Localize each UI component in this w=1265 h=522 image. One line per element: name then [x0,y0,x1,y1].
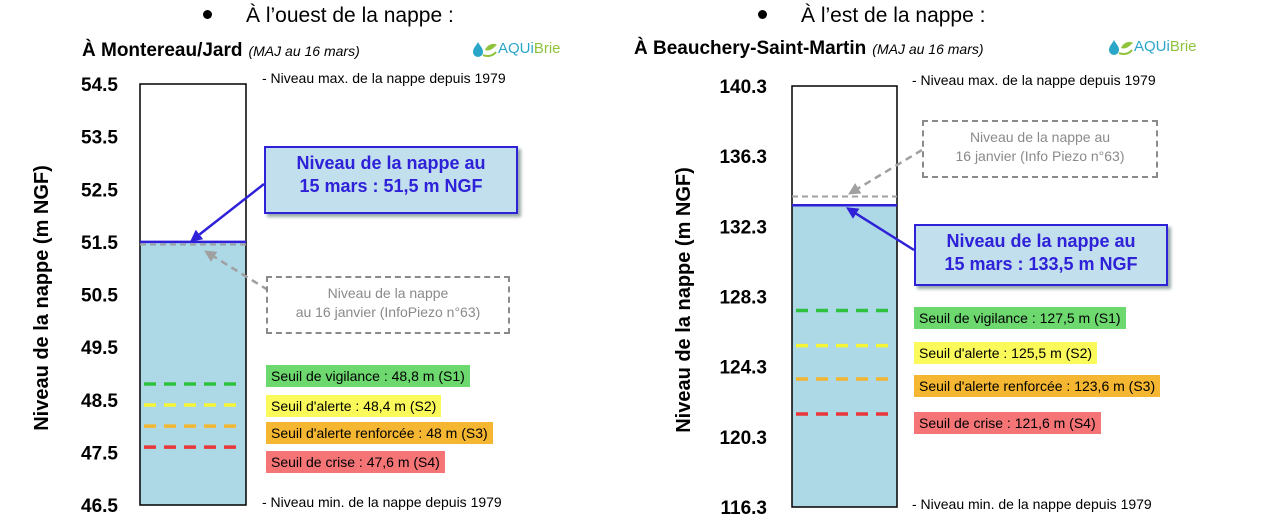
right-tick-label: 116.3 [721,498,768,519]
left-tick-label: 53.5 [81,128,118,149]
left-heading-text: À l’ouest de la nappe : [246,4,454,27]
left-january-arrow-head [204,250,218,262]
left-tick-label: 51.5 [81,233,118,254]
right-station-name: À Beauchery-Saint-Martin [634,38,867,59]
left-tick-label: 49.5 [81,338,118,359]
left-tick-label: 47.5 [81,443,118,464]
right-tick-label: 124.3 [719,358,767,379]
left-y-axis-label: Niveau de la nappe (m NGF) [31,165,53,431]
right-station-title: À Beauchery-Saint-Martin (MAJ au 16 mars) [634,38,984,60]
right-tick-label: 140.3 [719,77,767,98]
left-level-callout: Niveau de la nappe au 15 mars : 51,5 m N… [264,146,518,214]
drop-leaf-icon [1109,40,1133,56]
right-heading-text: À l’est de la nappe : [801,4,986,27]
left-max-note: - Niveau max. de la nappe depuis 1979 [262,70,506,86]
logo-text-aqui: AQUi [1134,38,1170,55]
right-water-fill [792,205,897,508]
left-tick-label: 46.5 [81,496,118,517]
right-threshold-s2-label: Seuil d'alerte : 125,5 m (S2) [914,342,1098,364]
right-january-callout: Niveau de la nappe au 16 janvier (Info P… [922,120,1158,178]
left-level-callout-line2: 15 mars : 51,5 m NGF [299,176,483,196]
left-threshold-s2-label: Seuil d'alerte : 48,4 m (S2) [266,395,442,417]
right-aquibrie-logo: AQUiBrie [1108,38,1197,56]
right-tick-label: 128.3 [719,288,767,309]
left-column-frame [139,83,247,506]
right-arrows [846,148,923,252]
right-tick-label: 132.3 [719,217,767,238]
right-january-arrow-shaft [857,148,923,190]
left-tick-label: 52.5 [81,180,118,201]
bullet-icon [203,9,212,19]
left-threshold-s1-label: Seuil de vigilance : 48,8 m (S1) [266,365,470,387]
left-min-note: - Niveau min. de la nappe depuis 1979 [262,494,502,510]
right-level-callout: Niveau de la nappe au 15 mars : 133,5 m … [914,224,1168,286]
left-january-callout-line1: Niveau de la nappe [327,285,449,301]
right-tick-label: 136.3 [719,147,767,168]
right-min-note: - Niveau min. de la nappe depuis 1979 [912,496,1152,512]
logo-text-brie: Brie [1169,38,1197,55]
bullet-icon [758,9,767,19]
drop-leaf-icon [473,42,497,58]
left-level-arrow-head [190,229,204,242]
right-heading: À l’est de la nappe : [758,4,985,28]
logo-text-brie: Brie [533,40,561,57]
right-january-callout-line1: Niveau de la nappe au [969,129,1111,145]
right-chart: Niveau de la nappe (m NGF) 140.3 136.3 132… [673,77,923,519]
left-station-title: À Montereau/Jard (MAJ au 16 mars) [82,40,360,62]
left-maj-note: (MAJ au 16 mars) [248,43,360,59]
left-tick-label: 48.5 [81,391,118,412]
right-january-callout-line2: 16 janvier (Info Piezo n°63) [955,148,1125,164]
left-january-arrow-shaft [213,255,269,292]
right-y-axis-label: Niveau de la nappe (m NGF) [673,167,695,433]
right-threshold-s3-label: Seuil d'alerte renforcée : 123,6 m (S3) [914,375,1161,397]
right-level-callout-line2: 15 mars : 133,5 m NGF [944,254,1138,274]
left-chart: Niveau de la nappe (m NGF) 54.553.552.55… [31,75,269,517]
right-tick-label: 120.3 [719,428,767,449]
right-threshold-lines [796,308,893,416]
left-january-callout-line2: au 16 janvier (InfoPiezo n°63) [295,304,481,320]
left-january-callout: Niveau de la nappe au 16 janvier (InfoPi… [266,276,510,334]
left-tick-label: 50.5 [81,286,118,307]
right-january-arrow-head [848,183,862,195]
left-tick-label: 54.5 [81,75,118,96]
left-aquibrie-logo: AQUiBrie [472,40,561,58]
left-tick-labels: 54.5 53.5 52.5 51.5 50.5 49.5 48.5 47.5 46.5 [81,75,118,517]
right-maj-note: (MAJ au 16 mars) [872,41,984,57]
right-level-callout-line1: Niveau de la nappe au [946,231,1136,251]
left-level-callout-line1: Niveau de la nappe au [296,153,486,173]
right-threshold-s1-label: Seuil de vigilance : 127,5 m (S1) [914,307,1126,329]
right-max-note: - Niveau max. de la nappe depuis 1979 [912,72,1156,88]
right-tick-labels: 140.3 136.3 132.3 128.3 124.3 120.3 116.3 [719,77,767,519]
right-threshold-s4-label: Seuil de crise : 121,6 m (S4) [914,412,1101,434]
left-heading: À l’ouest de la nappe : [203,4,454,28]
left-arrows [190,183,269,292]
left-level-arrow-shaft [198,183,265,236]
left-water-fill [140,241,246,505]
right-level-arrow-head [846,207,860,219]
left-threshold-s4-label: Seuil de crise : 47,6 m (S4) [266,451,445,473]
logo-text-aqui: AQUi [498,40,534,57]
left-station-name: À Montereau/Jard [82,40,243,61]
right-level-arrow-shaft [855,212,915,252]
right-column-frame [791,85,898,508]
left-threshold-lines [144,382,242,449]
left-threshold-s3-label: Seuil d'alerte renforcée : 48 m (S3) [266,422,493,444]
